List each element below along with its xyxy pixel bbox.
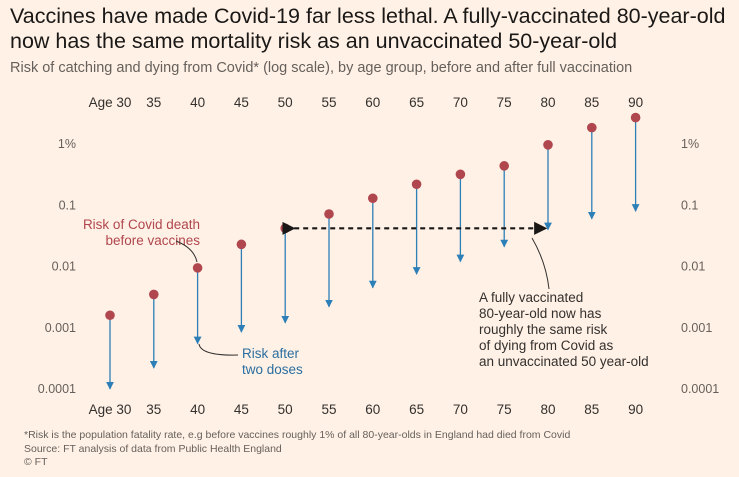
x-tick-bottom: 90	[628, 402, 643, 417]
x-tick-bottom: 60	[365, 402, 380, 417]
risk-before-dot	[149, 289, 159, 300]
x-tick-bottom: 75	[497, 402, 512, 417]
chart-footer: *Risk is the population fatality rate, e…	[24, 429, 734, 470]
y-axis-left: 0.0001 0.001 0.01 0.1 1%	[38, 137, 76, 396]
x-tick-bottom: 85	[584, 402, 599, 417]
y-tick-right: 1%	[681, 137, 699, 151]
x-tick-top: 45	[234, 95, 249, 110]
x-tick-top: 60	[365, 95, 380, 110]
x-axis-bottom: Age 30 35 40 45 50 55 60 65 70 75 80 85 90	[89, 402, 644, 417]
x-tick-bottom: 40	[190, 402, 205, 417]
y-tick-right: 0.0001	[681, 382, 719, 396]
x-tick-bottom: 50	[278, 402, 293, 417]
y-tick-left: 0.001	[45, 321, 76, 335]
x-axis-top: Age 30 35 40 45 50 55 60 65 70 75 80 85 90	[89, 95, 644, 110]
x-tick-bottom: Age 30	[89, 402, 132, 417]
risk-before-dot	[236, 239, 247, 250]
x-tick-bottom: 80	[540, 402, 555, 417]
risk-before-dot	[587, 122, 597, 133]
footnote: *Risk is the population fatality rate, e…	[24, 429, 571, 441]
x-tick-top: 85	[584, 95, 599, 110]
annotations: Risk of Covid death before vaccines Risk a…	[83, 217, 649, 377]
x-tick-bottom: 35	[146, 402, 161, 417]
y-axis-right: 0.0001 0.001 0.01 0.1 1%	[681, 137, 719, 396]
chart-plot: Age 30 35 40 45 50 55 60 65 70 75 80 85 90 Age 30 35 4…	[38, 95, 720, 417]
x-tick-bottom: 55	[321, 402, 336, 417]
x-tick-top: 50	[278, 95, 293, 110]
annotation-after-pointer	[198, 343, 239, 356]
risk-before-dot	[192, 263, 203, 273]
source: Source: FT analysis of data from Public …	[24, 442, 282, 455]
chart-subtitle: Risk of catching and dying from Covid* (…	[10, 60, 633, 76]
x-tick-top: 35	[146, 95, 161, 110]
risk-before-dot	[324, 209, 334, 219]
y-tick-left: 1%	[58, 137, 76, 151]
annotation-comparison-pointer	[531, 237, 550, 290]
risk-before-dot	[411, 179, 422, 190]
y-tick-left: 0.1	[59, 198, 76, 212]
annotation-before-pointer	[175, 240, 198, 263]
x-tick-top: 90	[628, 95, 643, 110]
risk-before-dot	[455, 169, 466, 180]
risk-before-dot	[543, 140, 553, 150]
y-tick-right: 0.01	[681, 260, 705, 274]
x-tick-top: 80	[540, 95, 555, 110]
x-tick-top: Age 30	[89, 95, 132, 110]
x-tick-top: 70	[453, 95, 468, 110]
x-tick-top: 65	[409, 95, 424, 110]
risk-before-dot	[280, 223, 291, 234]
annotation-comparison: A fully vaccinated 80-year-old now has rou…	[479, 290, 649, 369]
risk-before-dot	[105, 310, 115, 321]
risk-before-dot	[630, 112, 641, 123]
annotation-after: Risk after two doses	[242, 346, 303, 377]
y-tick-right: 0.001	[681, 321, 712, 335]
x-tick-top: 40	[190, 95, 205, 110]
y-tick-right: 0.1	[681, 198, 698, 212]
x-tick-top: 75	[497, 95, 512, 110]
x-tick-bottom: 45	[234, 402, 249, 417]
x-tick-bottom: 70	[453, 402, 468, 417]
chart-title: Vaccines have made Covid-19 far less let…	[10, 4, 726, 53]
x-tick-top: 55	[321, 95, 336, 110]
copyright: © FT	[24, 456, 48, 468]
risk-before-dot	[499, 161, 510, 171]
x-tick-bottom: 65	[409, 402, 424, 417]
risk-before-dot	[368, 193, 378, 204]
y-tick-left: 0.01	[52, 260, 76, 274]
y-tick-left: 0.0001	[38, 382, 76, 396]
annotation-before: Risk of Covid death before vaccines	[83, 217, 200, 248]
